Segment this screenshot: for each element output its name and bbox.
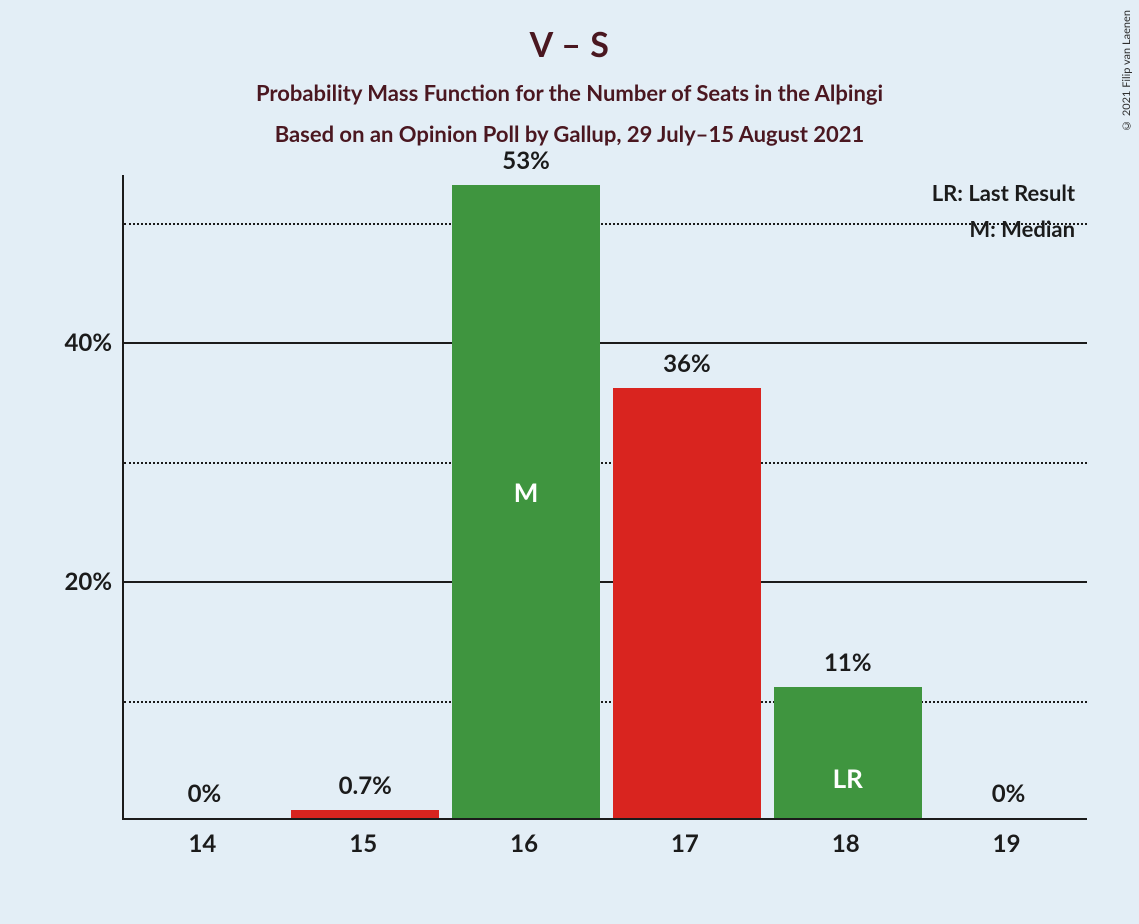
bar: 53%M: [452, 185, 600, 818]
y-axis-label: 20%: [40, 567, 112, 596]
bar-value-label: 11%: [824, 648, 872, 677]
gridline-major: [124, 581, 1087, 583]
gridline-minor: [124, 223, 1087, 225]
gridline-minor: [124, 701, 1087, 703]
y-axis-label: 40%: [40, 328, 112, 357]
bar-value-label: 0.7%: [339, 771, 392, 800]
x-axis-label: 14: [188, 829, 216, 858]
bar: 36%: [613, 388, 761, 818]
bar-value-label: 36%: [663, 349, 711, 378]
chart-subtitle-2: Based on an Opinion Poll by Gallup, 29 J…: [0, 120, 1139, 147]
bar-value-label: 53%: [502, 146, 550, 175]
gridline-minor: [124, 462, 1087, 464]
bar: 0.7%: [291, 810, 439, 818]
x-axis-label: 18: [832, 829, 860, 858]
bar: 11%LR: [774, 687, 922, 818]
legend-m: M: Median: [969, 215, 1075, 242]
plot-container: LR: Last Result M: Median 0%0.7%53%M36%1…: [40, 175, 1100, 875]
x-axis-label: 19: [993, 829, 1021, 858]
gridline-major: [124, 342, 1087, 344]
bar-inner-label: M: [514, 476, 539, 508]
x-axis-label: 15: [349, 829, 377, 858]
x-axis-label: 16: [510, 829, 538, 858]
x-axis-label: 17: [671, 829, 699, 858]
chart-subtitle-1: Probability Mass Function for the Number…: [0, 79, 1139, 106]
copyright-text: © 2021 Filip van Laenen: [1120, 10, 1133, 132]
plot-area: LR: Last Result M: Median 0%0.7%53%M36%1…: [122, 175, 1087, 820]
bar-value-label: 0%: [992, 779, 1026, 808]
bar-inner-label: LR: [833, 762, 863, 794]
bar-value-label: 0%: [188, 779, 222, 808]
chart-title: V – S: [0, 0, 1139, 65]
legend-lr: LR: Last Result: [932, 179, 1075, 206]
